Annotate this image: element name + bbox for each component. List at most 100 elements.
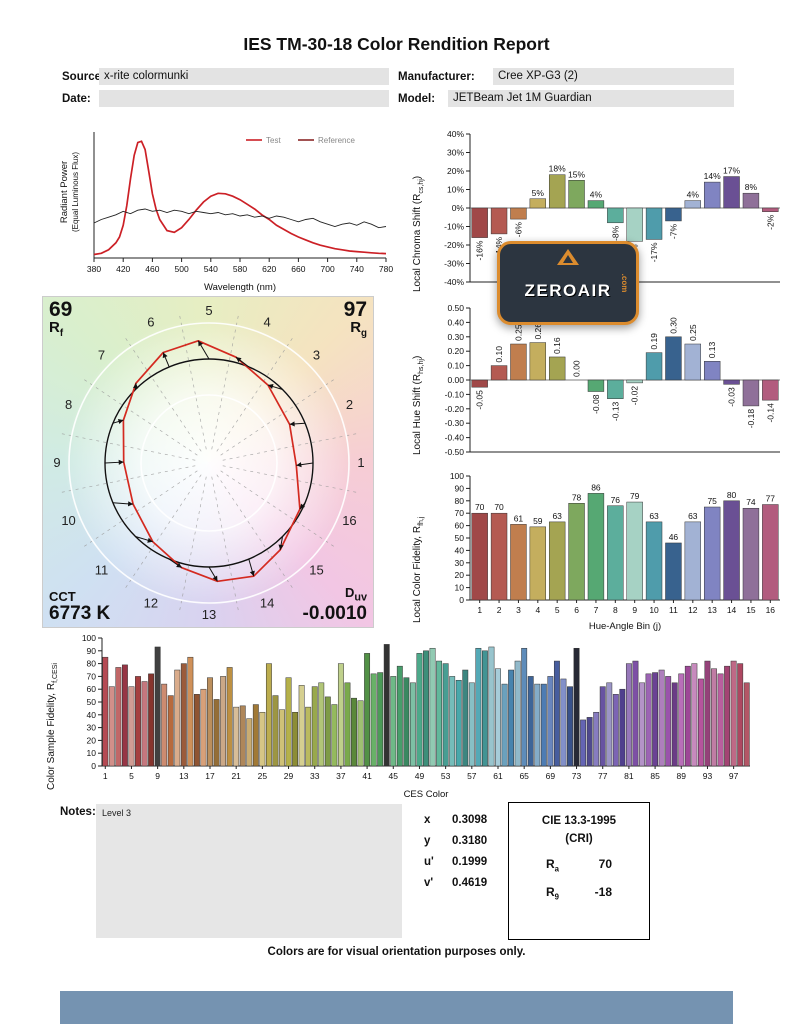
model-label: Model:	[398, 93, 436, 105]
svg-text:0.00: 0.00	[447, 375, 464, 385]
zeroair-suffix: .com	[620, 273, 630, 293]
svg-text:60: 60	[455, 521, 465, 531]
svg-text:21: 21	[231, 771, 241, 781]
cct-label: CCT	[49, 589, 76, 605]
svg-text:80: 80	[727, 490, 737, 500]
svg-text:80: 80	[455, 496, 465, 506]
svg-text:0.00: 0.00	[572, 360, 582, 377]
svg-text:Hue-Angle Bin (j): Hue-Angle Bin (j)	[589, 621, 661, 632]
svg-text:69: 69	[546, 771, 556, 781]
svg-text:6: 6	[574, 605, 579, 615]
svg-text:30: 30	[455, 558, 465, 568]
svg-text:80: 80	[87, 659, 97, 669]
svg-text:10: 10	[61, 513, 75, 528]
svg-text:15: 15	[746, 605, 756, 615]
svg-text:17: 17	[205, 771, 215, 781]
svg-text:29: 29	[284, 771, 294, 781]
svg-text:3: 3	[516, 605, 521, 615]
svg-text:14: 14	[727, 605, 737, 615]
cie-ra-value: 70	[598, 857, 612, 871]
manufacturer-label: Manufacturer:	[398, 71, 475, 83]
svg-text:45: 45	[389, 771, 399, 781]
svg-text:74: 74	[746, 497, 756, 507]
svg-text:6: 6	[147, 315, 154, 330]
svg-text:13: 13	[707, 605, 717, 615]
svg-text:Wavelength (nm): Wavelength (nm)	[204, 282, 276, 293]
svg-text:10%: 10%	[447, 185, 464, 195]
source-value: x-rite colormunki	[99, 68, 389, 85]
svg-text:0.30: 0.30	[447, 332, 464, 342]
svg-text:90: 90	[87, 646, 97, 656]
svg-text:70: 70	[494, 502, 504, 512]
svg-text:61: 61	[514, 513, 524, 523]
svg-text:0%: 0%	[452, 203, 465, 213]
svg-text:-0.02: -0.02	[630, 386, 640, 406]
svg-text:16: 16	[342, 513, 356, 528]
duv-label: Duv	[344, 585, 367, 604]
rf-label: Rf	[49, 319, 64, 340]
svg-text:9: 9	[632, 605, 637, 615]
svg-text:660: 660	[291, 264, 305, 274]
svg-text:500: 500	[175, 264, 189, 274]
svg-text:7: 7	[594, 605, 599, 615]
svg-text:-2%: -2%	[765, 214, 775, 230]
svg-text:14%: 14%	[704, 171, 721, 181]
date-label: Date:	[62, 93, 91, 105]
svg-text:30%: 30%	[447, 148, 464, 158]
duv-value: -0.0010	[302, 602, 367, 624]
svg-text:49: 49	[415, 771, 425, 781]
rf-value: 69	[49, 298, 73, 321]
svg-text:57: 57	[467, 771, 477, 781]
svg-text:89: 89	[677, 771, 687, 781]
svg-text:0.50: 0.50	[447, 303, 464, 313]
svg-text:25: 25	[258, 771, 268, 781]
svg-text:2: 2	[497, 605, 502, 615]
svg-text:0.10: 0.10	[494, 346, 504, 363]
svg-text:63: 63	[552, 511, 562, 521]
cie-r9-row: R9 -18	[546, 885, 612, 901]
svg-text:13: 13	[202, 607, 216, 622]
svg-text:0.20: 0.20	[447, 346, 464, 356]
svg-text:-0.30: -0.30	[445, 418, 465, 428]
svg-text:4: 4	[264, 315, 271, 330]
chromaticity-row-u: u' 0.1999	[424, 856, 488, 868]
svg-text:40%: 40%	[447, 129, 464, 139]
svg-text:97: 97	[729, 771, 739, 781]
svg-text:85: 85	[650, 771, 660, 781]
svg-text:46: 46	[669, 532, 679, 542]
svg-text:-16%: -16%	[475, 240, 485, 260]
svg-text:0.26: 0.26	[533, 323, 543, 340]
svg-text:0.25: 0.25	[513, 324, 523, 341]
svg-text:33: 33	[310, 771, 320, 781]
svg-text:78: 78	[572, 492, 582, 502]
svg-text:37: 37	[336, 771, 346, 781]
svg-text:53: 53	[441, 771, 451, 781]
svg-text:15%: 15%	[568, 169, 585, 179]
svg-text:18%: 18%	[549, 164, 566, 174]
svg-text:60: 60	[87, 684, 97, 694]
svg-text:0: 0	[459, 595, 464, 605]
svg-text:100: 100	[82, 633, 96, 643]
svg-text:0.25: 0.25	[688, 324, 698, 341]
svg-text:580: 580	[233, 264, 247, 274]
rg-block: 97 Rg	[344, 299, 367, 339]
svg-text:11: 11	[669, 605, 678, 615]
svg-text:41: 41	[362, 771, 372, 781]
svg-text:5: 5	[205, 303, 212, 318]
svg-text:86: 86	[591, 482, 601, 492]
svg-text:-17%: -17%	[649, 242, 659, 262]
svg-text:9: 9	[53, 455, 60, 470]
svg-text:70: 70	[475, 502, 485, 512]
cie-title: CIE 13.3-1995	[541, 815, 617, 827]
chromaticity-row-v: v' 0.4619	[424, 877, 488, 889]
svg-text:17%: 17%	[723, 166, 740, 176]
svg-text:780: 780	[379, 264, 393, 274]
svg-text:0: 0	[91, 761, 96, 771]
chromaticity-table: x 0.3098 y 0.3180 u' 0.1999 v' 0.4619	[424, 814, 487, 898]
notes-box: Level 3	[96, 804, 402, 938]
svg-text:700: 700	[321, 264, 335, 274]
notes-content: Level 3	[102, 808, 132, 818]
svg-text:CES Color: CES Color	[404, 789, 449, 800]
cie-ra-row: Ra 70	[546, 857, 612, 873]
